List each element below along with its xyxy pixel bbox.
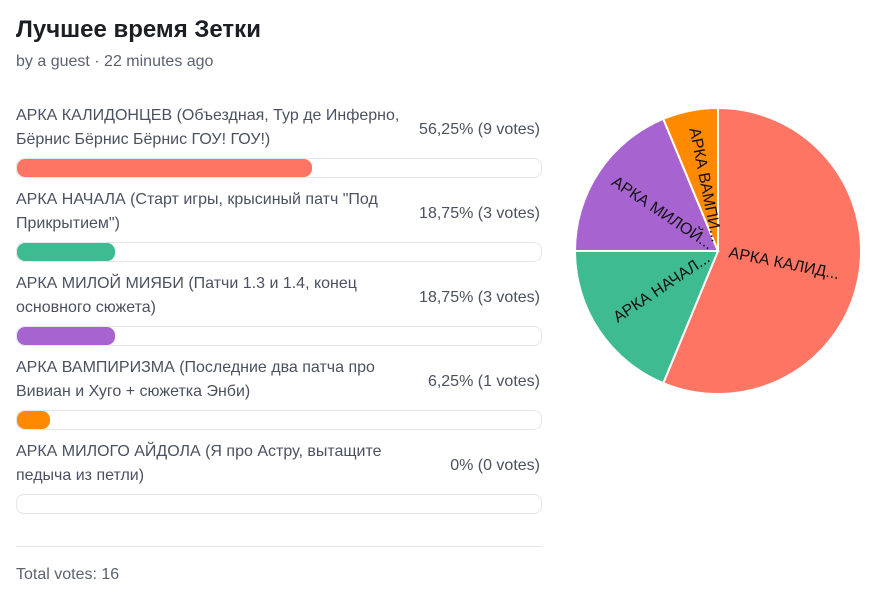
pie-slice [573, 250, 720, 385]
option-bar-track [16, 494, 542, 514]
results-pie-chart: АРКА КАЛИД... АРКА НАЧАЛ... АРКА МИЛОЙ... А… [570, 103, 866, 399]
poll-option: АРКА НАЧАЛА (Старт игры, крысиный патч "… [16, 188, 542, 272]
option-bar-track [16, 242, 542, 262]
pie-slice [661, 106, 719, 252]
option-label: АРКА МИЛОЙ МИЯБИ (Патчи 1.3 и 1.4, конец… [16, 275, 357, 316]
option-bar-fill [17, 411, 50, 429]
option-label: АРКА НАЧАЛА (Старт игры, крысиный патч "… [16, 191, 378, 232]
option-label: АРКА КАЛИДОНЦЕВ (Объездная, Тур де Инфер… [16, 107, 400, 148]
poll-options: АРКА КАЛИДОНЦЕВ (Объездная, Тур де Инфер… [16, 104, 542, 524]
option-percentage: 56,25% (9 votes) [419, 121, 540, 138]
option-bar-track [16, 158, 542, 178]
option-bar-fill [17, 243, 116, 261]
option-percentage: 6,25% (1 votes) [427, 373, 540, 390]
poll-option: АРКА КАЛИДОНЦЕВ (Объездная, Тур де Инфер… [16, 104, 542, 188]
option-label: АРКА МИЛОГО АЙДОЛА (Я про Астру, вытащит… [16, 443, 382, 484]
option-label: АРКА ВАМПИРИЗМА (Последние два патча про… [16, 359, 375, 400]
pie-slice [661, 106, 862, 395]
option-bar-fill [17, 327, 116, 345]
total-votes: Total votes: 16 [16, 566, 120, 583]
option-percentage: 18,75% (3 votes) [419, 205, 540, 222]
poll-title: Лучшее время Зетки [16, 16, 261, 43]
divider [16, 546, 542, 547]
poll-option: АРКА МИЛОЙ МИЯБИ (Патчи 1.3 и 1.4, конец… [16, 272, 542, 356]
option-bar-track [16, 410, 542, 430]
poll-byline: by a guest · 22 minutes ago [16, 53, 214, 70]
pie-svg: АРКА КАЛИД...АРКА НАЧАЛ...АРКА МИЛОЙ...А… [573, 106, 862, 395]
option-bar-track [16, 326, 542, 346]
option-bar-fill [17, 159, 312, 177]
option-percentage: 0% (0 votes) [450, 457, 540, 474]
poll-option: АРКА МИЛОГО АЙДОЛА (Я про Астру, вытащит… [16, 440, 542, 524]
option-percentage: 18,75% (3 votes) [419, 289, 540, 306]
poll-option: АРКА ВАМПИРИЗМА (Последние два патча про… [16, 356, 542, 440]
pie-slice [573, 117, 720, 252]
